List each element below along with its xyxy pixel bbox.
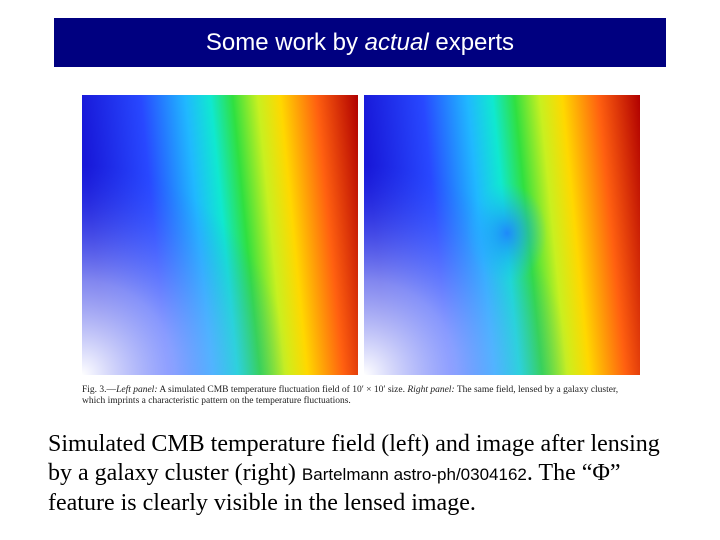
caption-heading: Left panel: [116,385,158,395]
caption-text: The same field, lensed by a galaxy clust… [82,385,619,406]
caption-label: Fig. 3.— [82,385,117,395]
caption-text: A simulated CMB temperature fluctuation … [157,385,408,395]
figure-panels [82,95,640,375]
title-text: Some work by [205,29,365,56]
left-panel [82,95,358,375]
right-panel [364,95,640,375]
body-text: Simulated CMB temperature field (left) a… [48,431,660,486]
title-emphasis: actual [364,29,429,56]
body-paragraph: Simulated CMB temperature field (left) a… [48,430,688,518]
title-text: experts [428,29,515,56]
caption-heading: Right panel: [407,385,455,395]
body-text: . The “Φ” feature is clearly visible in … [48,460,621,516]
title-banner: Some work by actual experts [54,18,666,67]
figure-caption: Fig. 3.—Left panel: A simulated CMB temp… [82,385,642,407]
citation: Bartelmann astro-ph/0304162 [301,465,527,484]
